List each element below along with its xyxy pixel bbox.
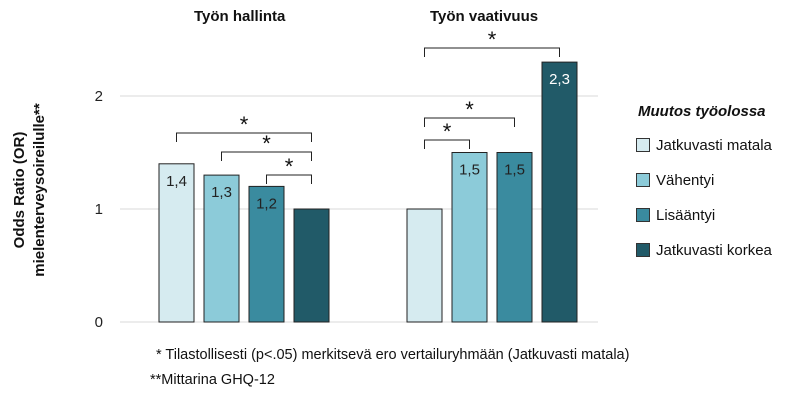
bar-value-label: 1,3 bbox=[211, 184, 232, 201]
bar-value-label: 1,5 bbox=[459, 162, 480, 179]
legend-label: Lisääntyi bbox=[656, 206, 716, 224]
y-tick-label: 0 bbox=[95, 314, 103, 331]
legend-swatch bbox=[636, 173, 650, 187]
bar bbox=[541, 61, 578, 323]
footnote-measure: **Mittarina GHQ-12 bbox=[150, 372, 275, 388]
y-axis-title: Odds Ratio (OR) mielenterveysoireilulle*… bbox=[8, 60, 52, 320]
legend-item-lisaantyi: Lisääntyi bbox=[636, 204, 772, 226]
legend-item-vahentyi: Vähentyi bbox=[636, 169, 772, 191]
legend: Muutos työolossa Jatkuvasti matala Vähen… bbox=[636, 103, 772, 274]
significance-bracket bbox=[424, 117, 515, 127]
bar bbox=[203, 174, 240, 323]
bar-value-label: 1,4 bbox=[166, 173, 187, 190]
y-tick-label: 1 bbox=[95, 201, 103, 218]
group-title-tyon-vaativuus: Työn vaativuus bbox=[430, 8, 539, 25]
significance-bracket bbox=[221, 151, 312, 161]
bar bbox=[406, 208, 443, 323]
significance-star: * bbox=[262, 131, 271, 156]
y-tick-label: 2 bbox=[95, 88, 103, 105]
significance-bracket bbox=[176, 132, 312, 142]
bar bbox=[293, 208, 330, 323]
significance-bracket bbox=[424, 139, 470, 149]
significance-star: * bbox=[240, 112, 249, 137]
legend-swatch bbox=[636, 138, 650, 152]
legend-item-jatkuvasti-matala: Jatkuvasti matala bbox=[636, 134, 772, 156]
legend-label: Jatkuvasti korkea bbox=[656, 241, 772, 259]
significance-star: * bbox=[465, 97, 474, 122]
legend-label: Vähentyi bbox=[656, 171, 715, 189]
legend-title: Muutos työolossa bbox=[638, 103, 766, 120]
significance-star: * bbox=[285, 154, 294, 179]
significance-bracket bbox=[424, 47, 560, 57]
group-title-tyon-hallinta: Työn hallinta bbox=[194, 8, 286, 25]
legend-item-jatkuvasti-korkea: Jatkuvasti korkea bbox=[636, 239, 772, 261]
significance-bracket bbox=[266, 174, 312, 184]
y-axis-title-line2: mielenterveysoireilulle** bbox=[31, 103, 48, 277]
bar-value-label: 1,2 bbox=[256, 195, 277, 212]
bar bbox=[248, 185, 285, 323]
bar-value-label: 2,3 bbox=[549, 71, 570, 88]
bar bbox=[158, 163, 195, 323]
significance-star: * bbox=[488, 27, 497, 52]
bar bbox=[496, 152, 533, 323]
y-axis-title-line1: Odds Ratio (OR) bbox=[11, 132, 28, 249]
legend-label: Jatkuvasti matala bbox=[656, 136, 772, 154]
footnote-significance: * Tilastollisesti (p<.05) merkitsevä ero… bbox=[156, 347, 630, 363]
legend-swatch bbox=[636, 243, 650, 257]
legend-swatch bbox=[636, 208, 650, 222]
bar bbox=[451, 152, 488, 323]
bar-value-label: 1,5 bbox=[504, 162, 525, 179]
significance-star: * bbox=[443, 119, 452, 144]
